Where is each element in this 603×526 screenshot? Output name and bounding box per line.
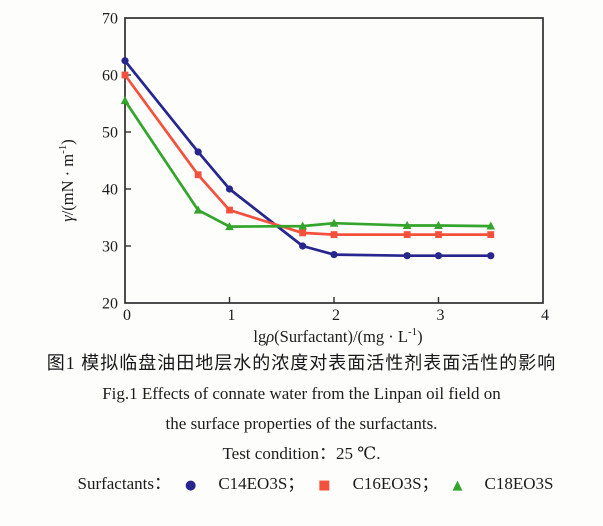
svg-text:0: 0: [123, 307, 131, 324]
legend-label-c14eo3s: C14EO3S；: [218, 474, 305, 493]
svg-text:1: 1: [228, 307, 236, 324]
caption-chinese: 图1 模拟临盘油田地层水的浓度对表面活性剂表面活性的影响: [46, 353, 557, 373]
svg-text:70: 70: [102, 11, 118, 28]
svg-text:30: 30: [102, 239, 118, 256]
square-icon: ■: [318, 477, 331, 493]
caption-english-line2: the surface properties of the surfactant…: [165, 414, 438, 433]
triangle-icon: ▲: [452, 477, 463, 493]
circle-icon: ●: [184, 477, 197, 493]
legend-item-c16eo3s: ■ C16EO3S；: [304, 469, 438, 499]
caption-english-line1: Fig.1 Effects of connate water from the …: [102, 384, 501, 403]
svg-text:γ/(mN · m-1): γ/(mN · m-1): [57, 139, 77, 222]
surface-tension-chart: 0 1 2 3 4 20 30 40 50 60 70 lgρ(Surfactant)/(mg · L…: [57, 11, 549, 347]
legend-label-c16eo3s: C16EO3S；: [352, 474, 439, 493]
svg-text:3: 3: [437, 307, 445, 324]
svg-text:50: 50: [102, 125, 118, 142]
svg-text:4: 4: [541, 307, 549, 324]
svg-text:40: 40: [102, 182, 118, 199]
test-condition: Test condition：25 ℃.: [222, 444, 381, 463]
legend-label-c18eo3s: C18EO3S: [484, 474, 554, 493]
svg-text:2: 2: [332, 307, 340, 324]
legend-row: Surfactants： ● C14EO3S； ■ C16EO3S； ▲ C18…: [14, 469, 603, 499]
legend-item-c14eo3s: ● C14EO3S；: [171, 469, 304, 499]
legend-title: Surfactants：: [77, 474, 171, 493]
figure-captions: 图1 模拟临盘油田地层水的浓度对表面活性剂表面活性的影响 Fig.1 Effec…: [0, 348, 603, 499]
svg-text:lgρ(Surfactant)/(mg · L-1): lgρ(Surfactant)/(mg · L-1): [253, 326, 422, 346]
legend-item-c18eo3s: ▲ C18EO3S: [439, 469, 554, 499]
chart-canvas: 0 1 2 3 4 20 30 40 50 60 70 lgρ(Surfactant)/(mg · L…: [57, 11, 549, 347]
svg-text:60: 60: [102, 68, 118, 85]
svg-text:20: 20: [102, 296, 118, 313]
